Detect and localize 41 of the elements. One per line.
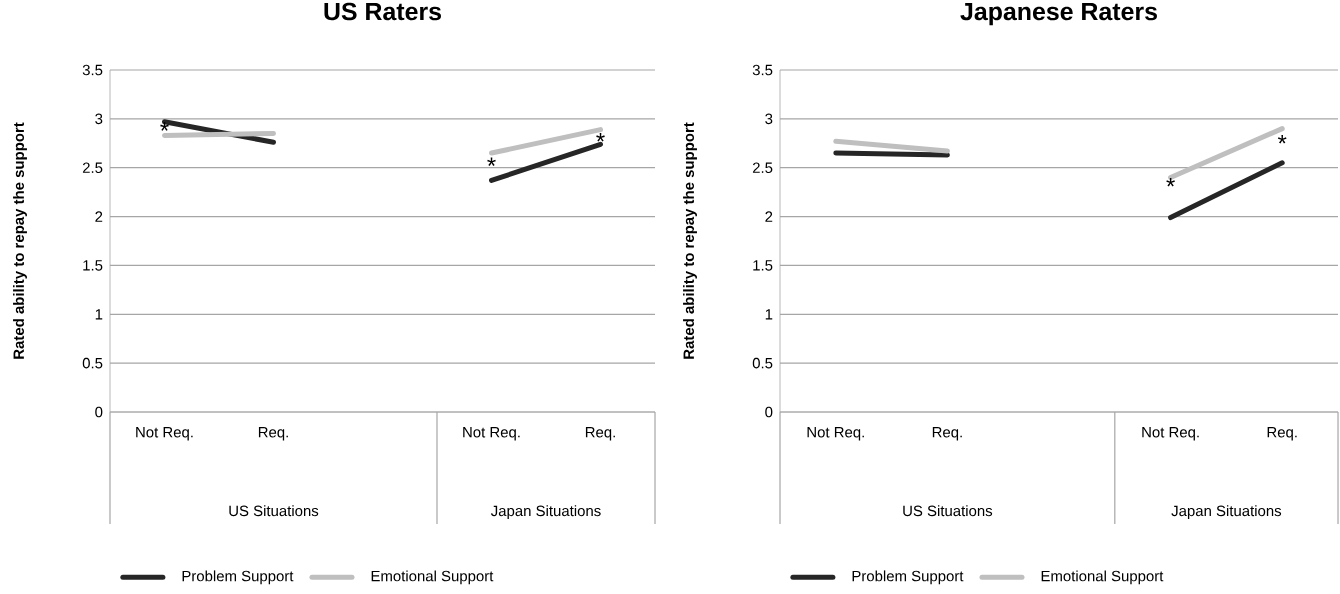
legend-label: Problem Support [182, 570, 294, 585]
y-tick-label: 0 [765, 406, 773, 418]
y-tick-label: 2.5 [82, 162, 103, 174]
y-tick-label: 1 [765, 309, 773, 320]
y-tick-label: 0.5 [82, 357, 103, 369]
x-tick-label: Not Req. [1142, 427, 1199, 441]
y-tick-label: 1 [95, 309, 103, 320]
text: Japan Situations [490, 505, 601, 520]
x-tick-label: Req. [1267, 427, 1297, 441]
x-tick-label: Not Req. [463, 427, 520, 441]
annotation: * [1277, 135, 1287, 144]
legend-label: Problem Support [852, 570, 964, 585]
annotation: * [160, 122, 169, 131]
y-tick-label: 3 [95, 113, 103, 125]
y-tick-label: 3.5 [752, 64, 773, 76]
annotation: * [1166, 178, 1175, 187]
x-tick-label: Req. [258, 427, 288, 441]
x-tick-label: Req. [585, 427, 615, 441]
chart-title: Japanese Raters [960, 2, 1157, 26]
y-tick-label: 2 [95, 211, 103, 222]
text: US Situations [229, 505, 319, 517]
y-tick-label: 0.5 [752, 357, 773, 369]
y-tick-label: 0 [95, 406, 103, 418]
y-tick-label: 2 [765, 211, 773, 222]
text: US Situations [903, 505, 993, 517]
chart-title: US Raters [324, 2, 441, 21]
annotation: * [487, 157, 496, 166]
legend-label: Emotional Support [1041, 570, 1164, 585]
x-tick-label: Not Req. [136, 427, 193, 441]
text: Japan Situations [1171, 505, 1282, 520]
y-tick-label: 1.5 [83, 260, 103, 271]
y-tick-label: 3.5 [82, 64, 103, 76]
y-tick-label: 3 [765, 113, 773, 125]
x-tick-label: Not Req. [807, 427, 864, 441]
y-tick-label: 1.5 [753, 260, 773, 271]
x-tick-label: Req. [932, 427, 962, 441]
legend-label: Emotional Support [371, 570, 494, 585]
y-axis-title: Rated ability to repay the support [13, 122, 27, 359]
y-axis-title: Rated ability to repay the support [683, 122, 697, 359]
annotation: * [596, 133, 605, 142]
y-tick-label: 2.5 [752, 162, 773, 174]
